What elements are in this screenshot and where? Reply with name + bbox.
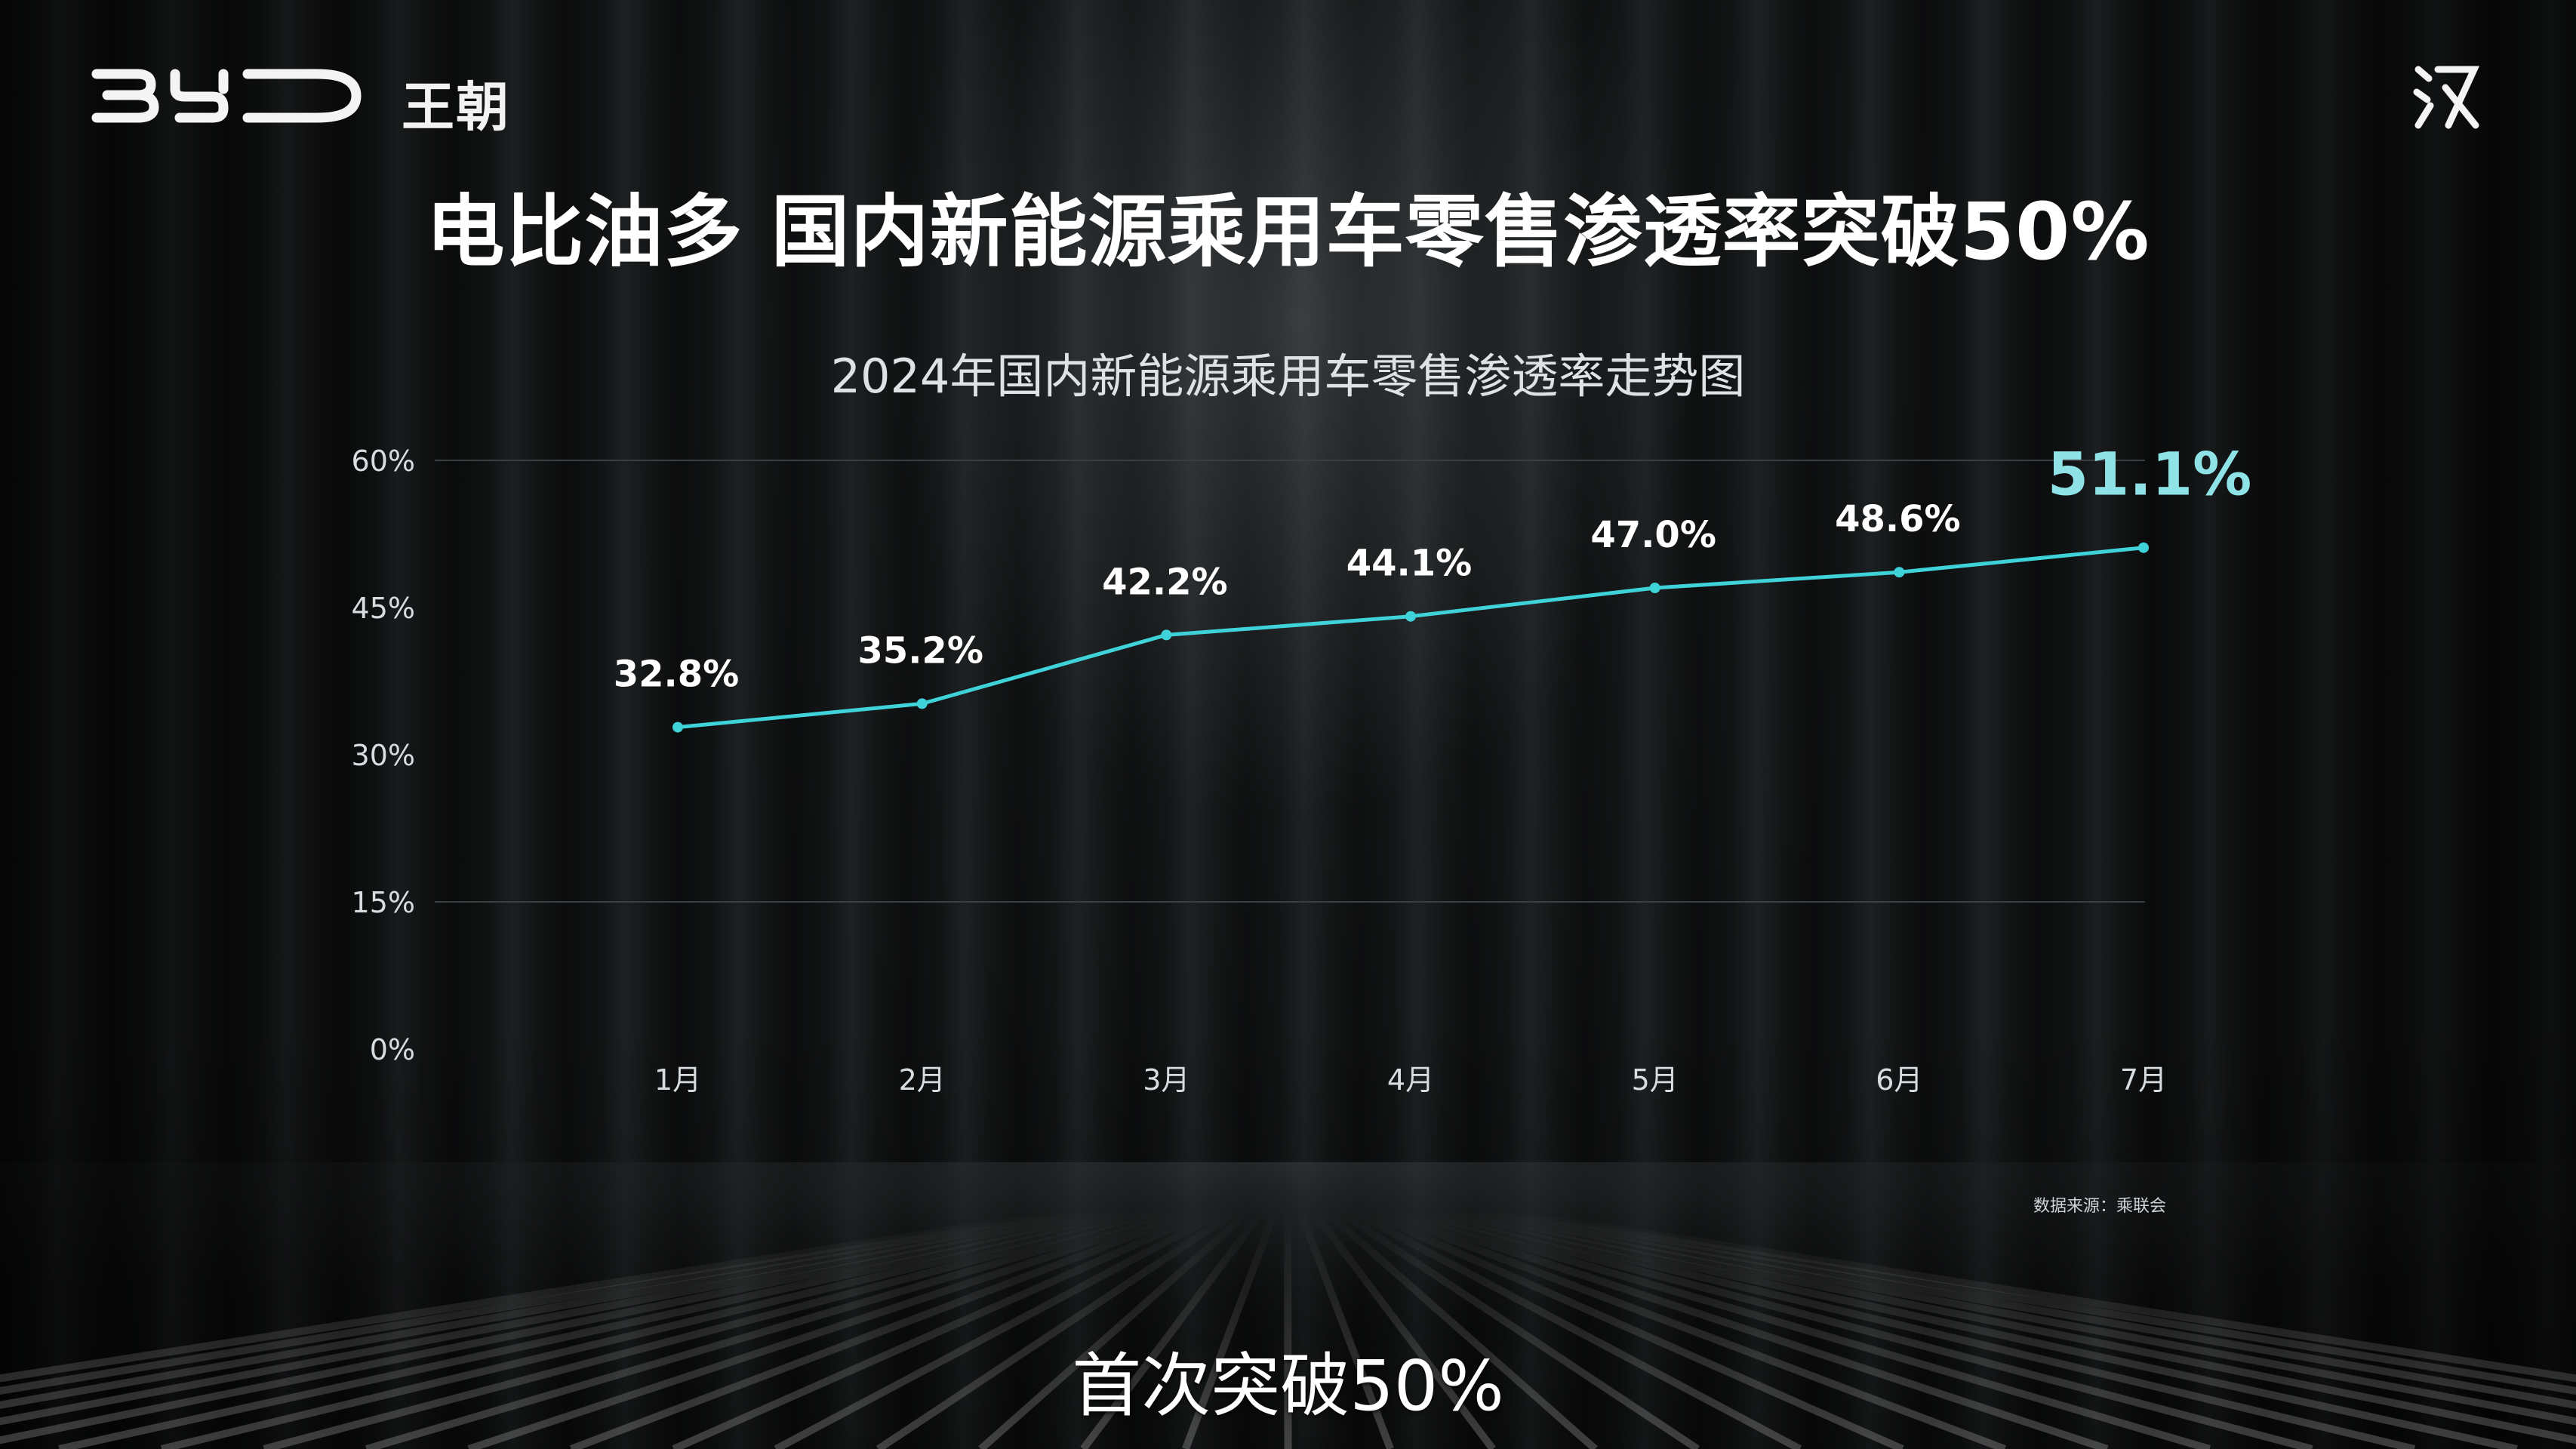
han-logo-icon (2413, 66, 2480, 129)
data-source-note: 数据来源：乘联会 (2033, 1197, 2167, 1216)
data-label: 35.2% (857, 629, 983, 672)
x-tick-label: 5月 (1632, 1063, 1679, 1097)
x-tick-label: 3月 (1143, 1063, 1190, 1097)
data-point (2138, 542, 2149, 553)
data-label: 51.1% (2048, 441, 2252, 509)
y-tick-label: 0% (370, 1033, 415, 1066)
data-point (916, 698, 928, 709)
byd-logo-icon (91, 69, 362, 123)
x-tick-label: 6月 (1876, 1063, 1922, 1097)
data-label: 44.1% (1346, 543, 1473, 585)
x-tick-label: 7月 (2120, 1063, 2167, 1097)
y-tick-label: 30% (352, 739, 415, 772)
chart-title: 2024年国内新能源乘用车零售渗透率走势图 (830, 349, 1746, 404)
slide-title: 电比油多 国内新能源乘用车零售渗透率突破50% (426, 186, 2150, 278)
y-tick-label: 60% (352, 445, 415, 478)
data-point (1649, 583, 1660, 593)
data-label: 48.6% (1835, 498, 1961, 540)
brand-series-name: 王朝 (402, 76, 510, 138)
data-point (1405, 611, 1416, 622)
data-label: 42.2% (1102, 561, 1228, 603)
data-point (1894, 567, 1905, 578)
y-tick-label: 15% (352, 886, 415, 919)
x-tick-label: 2月 (899, 1063, 946, 1097)
x-tick-label: 4月 (1387, 1063, 1434, 1097)
video-caption: 首次突破50% (1072, 1346, 1504, 1426)
x-tick-label: 1月 (654, 1063, 701, 1097)
data-label: 47.0% (1590, 514, 1716, 556)
data-label: 32.8% (614, 654, 740, 696)
y-tick-label: 45% (352, 592, 415, 625)
data-point (1161, 629, 1172, 641)
data-point (672, 721, 683, 733)
